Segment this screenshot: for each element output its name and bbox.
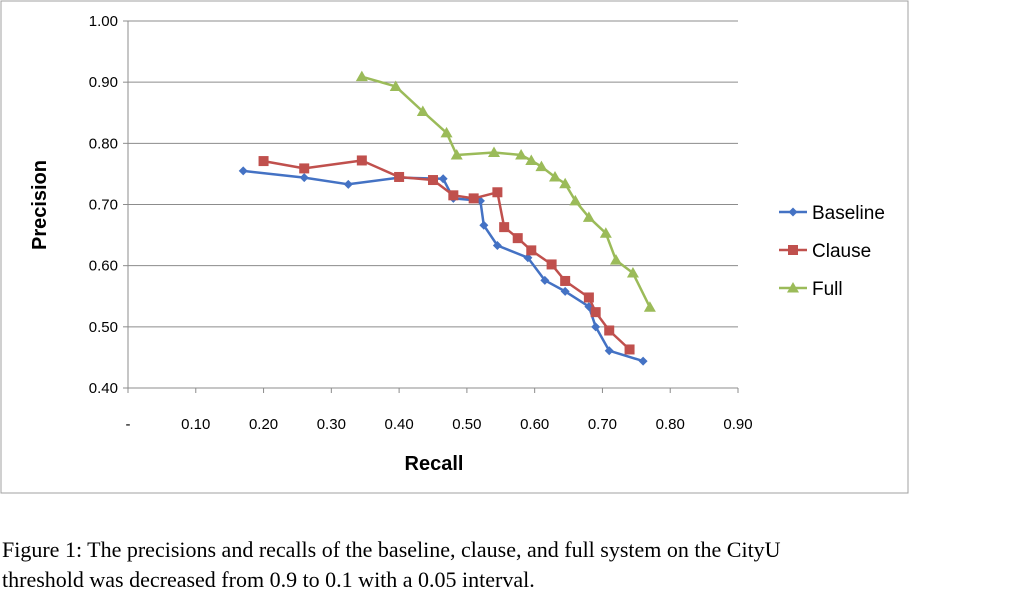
data-point-baseline — [438, 174, 448, 184]
data-point-full — [582, 211, 595, 222]
data-point-full — [488, 146, 500, 158]
data-point-baseline — [560, 286, 570, 296]
series-full — [355, 70, 656, 312]
precision-recall-chart: 0.40 0.50 0.60 0.70 0.80 0.90 1.00 - 0.10 0.20 0.3… — [0, 0, 909, 494]
legend-marker-baseline — [788, 207, 798, 217]
x-tick-label: 0.30 — [317, 416, 346, 433]
x-tick-label: 0.90 — [723, 416, 752, 433]
caption-line-2: threshold was decreased from 0.9 to 0.1 … — [2, 567, 535, 592]
data-point-clause — [499, 222, 510, 233]
legend-label-clause: Clause — [812, 241, 871, 262]
legend-marker-full — [787, 282, 799, 293]
x-tick-label: 0.70 — [588, 416, 617, 433]
data-point-clause — [468, 193, 479, 204]
series-line-clause — [263, 159, 631, 351]
x-tick-label: 0.10 — [181, 416, 210, 433]
data-point-clause — [299, 163, 310, 174]
chart-border — [0, 0, 909, 494]
series-line-full — [361, 75, 652, 308]
data-point-clause — [512, 233, 523, 244]
data-point-baseline — [492, 240, 502, 250]
data-point-clause — [428, 175, 438, 186]
data-point-baseline — [591, 322, 601, 332]
data-point-clause — [258, 156, 269, 167]
data-point-full — [535, 160, 548, 172]
data-point-clause — [526, 245, 537, 256]
data-point-clause — [590, 307, 601, 318]
legend-label-baseline: Baseline — [812, 203, 885, 224]
y-tick-label: 1.00 — [89, 13, 118, 30]
data-point-clause — [624, 344, 635, 355]
y-tick-label: 0.50 — [89, 319, 118, 336]
data-point-baseline — [238, 166, 248, 176]
data-point-full — [626, 267, 639, 278]
legend-marker-clause — [788, 245, 798, 255]
data-point-full — [440, 126, 453, 138]
data-point-baseline — [638, 356, 648, 366]
data-point-clause — [356, 155, 367, 166]
x-tick-label: 0.50 — [452, 416, 481, 433]
data-point-full — [416, 105, 429, 117]
y-axis-title: Precision — [29, 160, 51, 250]
data-point-full — [515, 148, 528, 160]
x-axis-title: Recall — [405, 453, 464, 475]
legend: Baseline Clause Full — [779, 203, 885, 300]
data-point-full — [389, 80, 402, 91]
data-point-clause — [583, 292, 594, 303]
data-point-full — [525, 154, 538, 165]
x-tick-label: 0.80 — [656, 416, 685, 433]
data-point-baseline — [479, 220, 489, 230]
data-point-clause — [604, 325, 615, 336]
data-point-baseline — [540, 275, 550, 285]
data-point-full — [450, 148, 463, 160]
data-point-clause — [448, 190, 459, 201]
data-point-full — [569, 194, 582, 206]
data-point-clause — [394, 171, 405, 182]
data-point-full — [610, 254, 622, 265]
caption-line-1: Figure 1: The precisions and recalls of … — [2, 537, 781, 562]
data-point-full — [643, 301, 656, 312]
y-tick-label: 0.80 — [89, 135, 118, 152]
legend-label-full: Full — [812, 279, 843, 300]
series-clause — [258, 155, 635, 355]
y-tick-label: 0.60 — [89, 258, 118, 275]
y-tick-label: 0.70 — [89, 197, 118, 214]
data-point-clause — [546, 259, 557, 270]
data-point-baseline — [523, 253, 533, 263]
y-tick-label: 0.90 — [89, 74, 118, 91]
data-point-baseline — [299, 173, 309, 183]
data-point-full — [355, 70, 368, 82]
x-tick-label: 0.60 — [520, 416, 549, 433]
data-point-clause — [492, 187, 503, 198]
data-point-clause — [560, 275, 571, 286]
figure-caption: Figure 1: The precisions and recalls of … — [2, 535, 1010, 595]
data-point-baseline — [343, 179, 353, 189]
data-point-full — [599, 227, 612, 238]
x-tick-label: 0.40 — [385, 416, 414, 433]
data-point-full — [559, 177, 572, 189]
chart-frame: 0.40 0.50 0.60 0.70 0.80 0.90 1.00 - 0.10 0.20 0.3… — [0, 0, 909, 494]
x-tick-label: 0.20 — [249, 416, 278, 433]
y-tick-label: 0.40 — [89, 380, 118, 397]
data-point-baseline — [604, 346, 614, 356]
x-tick-label: - — [126, 416, 131, 433]
data-point-full — [549, 170, 561, 182]
